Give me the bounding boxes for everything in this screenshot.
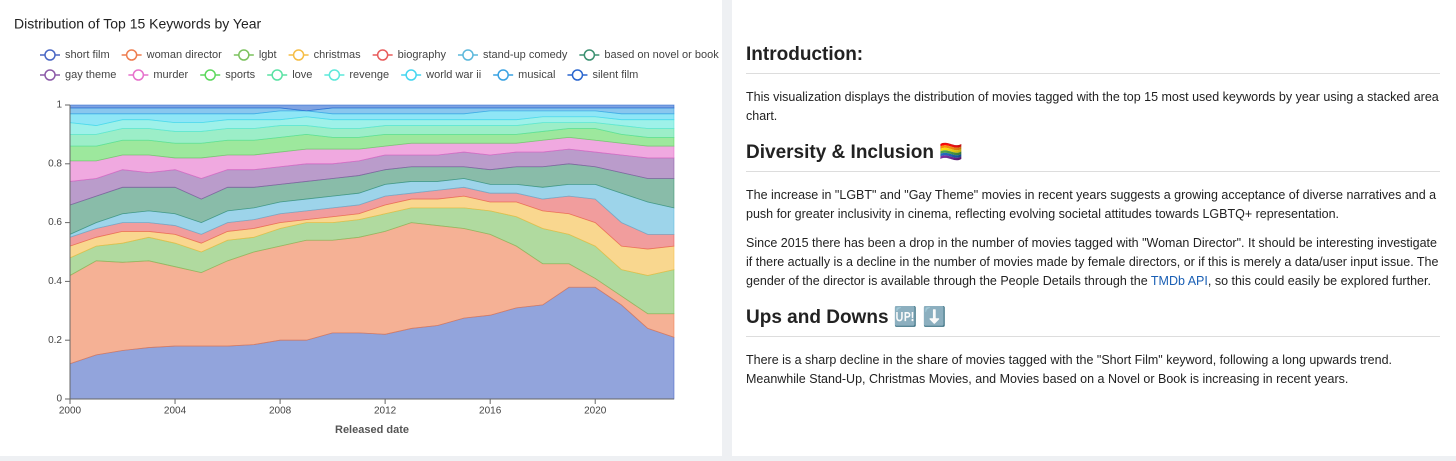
- section-heading: Introduction:: [746, 44, 1440, 74]
- y-tick-label: 0.6: [48, 217, 62, 228]
- paragraph-text: The increase in "LGBT" and "Gay Theme" m…: [746, 188, 1437, 221]
- legend-swatch: [571, 69, 584, 81]
- paragraph: This visualization displays the distribu…: [746, 88, 1440, 126]
- paragraph-text: Since 2015 there has been a drop in the …: [746, 236, 1439, 288]
- legend-label: based on novel or book: [604, 49, 719, 61]
- legend-swatch: [583, 49, 596, 61]
- section-heading: Ups and Downs 🆙 ⬇️: [746, 305, 1440, 337]
- area: [69, 104, 675, 112]
- paragraph-text: This visualization displays the distribu…: [746, 90, 1439, 123]
- paragraph: Since 2015 there has been a drop in the …: [746, 234, 1440, 291]
- legend-label: musical: [518, 69, 555, 81]
- x-tick-label: 2008: [269, 406, 292, 417]
- chart: Distribution of Top 15 Keywords by Year …: [14, 16, 719, 436]
- y-tick-label: 0.4: [48, 276, 62, 287]
- paragraph: The increase in "LGBT" and "Gay Theme" m…: [746, 186, 1440, 224]
- section: Ups and Downs 🆙 ⬇️ There is a sharp decli…: [746, 305, 1440, 389]
- legend-swatch: [238, 49, 250, 61]
- chart-card: Distribution of Top 15 Keywords by Year …: [0, 0, 722, 456]
- x-tick-label: 2000: [59, 406, 82, 417]
- section-heading: Diversity & Inclusion 🏳️‍🌈: [746, 140, 1440, 172]
- legend-label: short film: [65, 49, 110, 61]
- text-card: Introduction: This visualization displays…: [732, 0, 1456, 456]
- legend-swatch: [405, 69, 417, 81]
- legend-swatch: [328, 69, 341, 81]
- legend-swatch: [204, 69, 216, 81]
- section: Diversity & Inclusion 🏳️‍🌈 The increase i…: [746, 140, 1440, 291]
- legend-label: gay theme: [65, 69, 116, 81]
- legend-label: murder: [153, 69, 188, 81]
- legend-label: biography: [398, 49, 447, 61]
- legend-swatch: [376, 49, 389, 61]
- x-tick-label: 2012: [374, 406, 397, 417]
- legend-swatch: [132, 69, 145, 81]
- paragraph: There is a sharp decline in the share of…: [746, 351, 1440, 389]
- x-tick-label: 2004: [164, 406, 187, 417]
- legend-swatch: [125, 49, 138, 61]
- link[interactable]: TMDb API: [1150, 274, 1208, 288]
- legend-label: love: [292, 69, 312, 81]
- legend-swatch: [271, 69, 283, 81]
- legend-label: silent film: [592, 69, 638, 81]
- y-tick-label: 0: [56, 394, 62, 405]
- legend-swatch: [497, 69, 509, 81]
- legend-swatch: [44, 49, 56, 61]
- chart-title: Distribution of Top 15 Keywords by Year: [14, 16, 262, 32]
- legend-swatch: [44, 69, 56, 81]
- legend-label: woman director: [146, 49, 223, 61]
- x-axis-label: Released date: [335, 424, 409, 436]
- x-tick-label: 2016: [479, 406, 502, 417]
- y-tick-label: 0.8: [48, 158, 62, 169]
- x-tick-label: 2020: [584, 406, 607, 417]
- legend-label: lgbt: [259, 49, 277, 61]
- legend-label: sports: [225, 69, 255, 81]
- legend-swatch: [462, 49, 474, 61]
- paragraph-text: , so this could easily be explored furth…: [1207, 274, 1431, 288]
- paragraph-text: There is a sharp decline in the share of…: [746, 353, 1393, 386]
- legend-label: christmas: [314, 49, 362, 61]
- legend-swatch: [292, 49, 305, 61]
- legend-label: world war ii: [425, 69, 481, 81]
- y-tick-label: 1: [56, 100, 62, 111]
- legend-label: revenge: [349, 69, 389, 81]
- y-tick-label: 0.2: [48, 335, 62, 346]
- section: Introduction: This visualization displays…: [746, 44, 1440, 126]
- legend-label: stand-up comedy: [483, 49, 568, 61]
